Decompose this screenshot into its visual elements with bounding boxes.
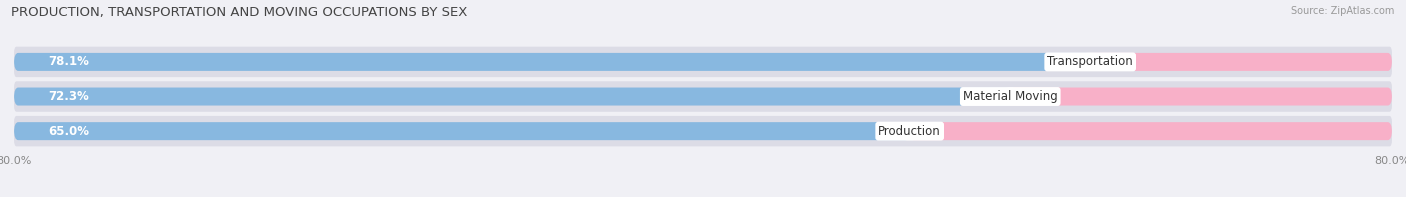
FancyBboxPatch shape bbox=[14, 81, 1392, 112]
Text: Material Moving: Material Moving bbox=[963, 90, 1057, 103]
Text: PRODUCTION, TRANSPORTATION AND MOVING OCCUPATIONS BY SEX: PRODUCTION, TRANSPORTATION AND MOVING OC… bbox=[11, 6, 468, 19]
FancyBboxPatch shape bbox=[910, 122, 924, 140]
Text: 78.1%: 78.1% bbox=[48, 55, 90, 68]
Text: 65.0%: 65.0% bbox=[48, 125, 90, 138]
FancyBboxPatch shape bbox=[1090, 53, 1392, 71]
FancyBboxPatch shape bbox=[1077, 53, 1090, 71]
FancyBboxPatch shape bbox=[14, 87, 1011, 106]
Text: Source: ZipAtlas.com: Source: ZipAtlas.com bbox=[1291, 6, 1395, 16]
FancyBboxPatch shape bbox=[1011, 87, 1024, 106]
Text: Transportation: Transportation bbox=[1047, 55, 1133, 68]
Text: Production: Production bbox=[879, 125, 941, 138]
Legend: Male, Female: Male, Female bbox=[641, 196, 765, 197]
FancyBboxPatch shape bbox=[910, 122, 1392, 140]
FancyBboxPatch shape bbox=[896, 122, 910, 140]
FancyBboxPatch shape bbox=[1090, 53, 1104, 71]
FancyBboxPatch shape bbox=[14, 53, 1090, 71]
FancyBboxPatch shape bbox=[14, 116, 1392, 146]
FancyBboxPatch shape bbox=[1011, 87, 1392, 106]
FancyBboxPatch shape bbox=[997, 87, 1011, 106]
Text: 72.3%: 72.3% bbox=[48, 90, 89, 103]
FancyBboxPatch shape bbox=[14, 47, 1392, 77]
FancyBboxPatch shape bbox=[14, 122, 910, 140]
